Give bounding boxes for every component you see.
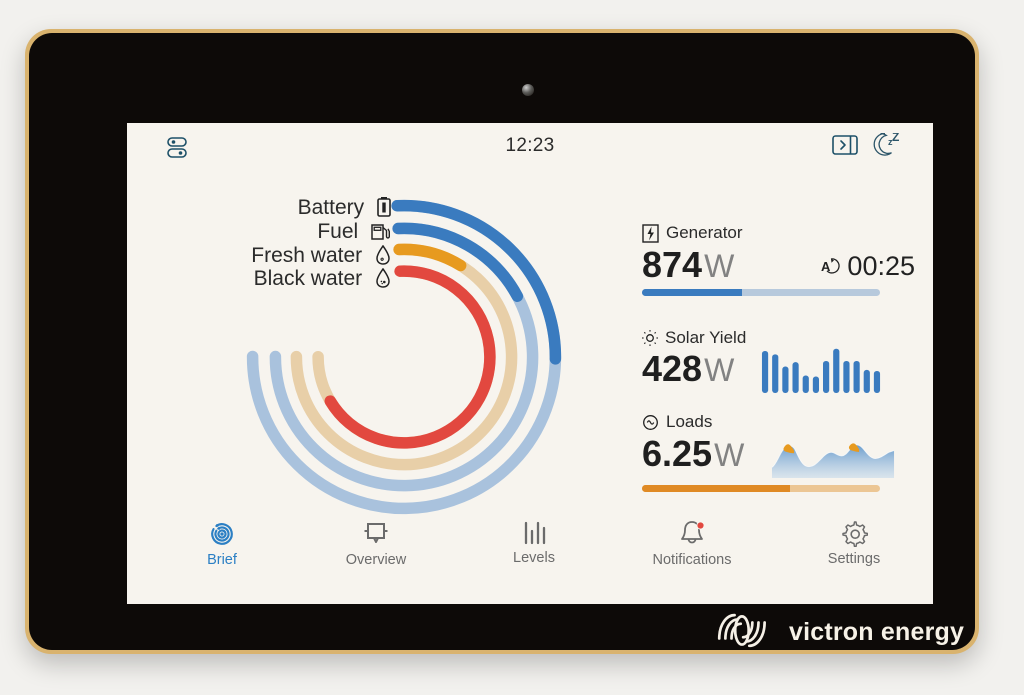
svg-text:A: A [821,259,831,274]
